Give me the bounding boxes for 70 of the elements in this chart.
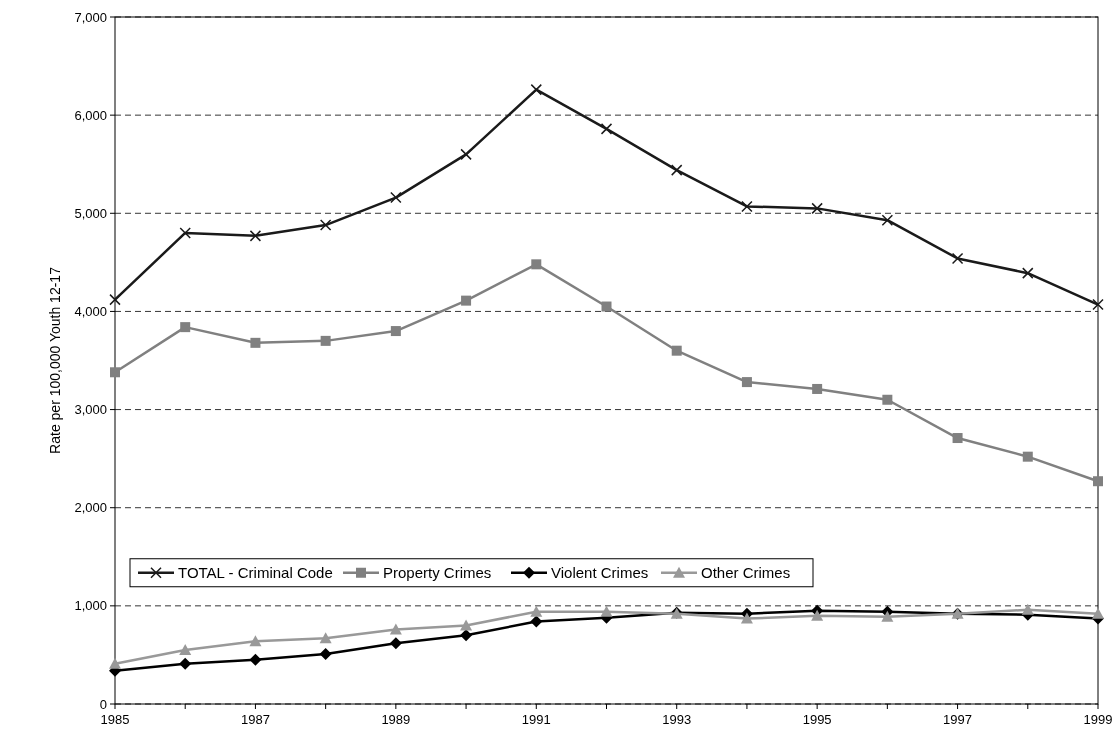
- point: [531, 259, 542, 270]
- point: [319, 219, 332, 231]
- y-tick-label: 1,000: [74, 598, 107, 614]
- point: [319, 632, 332, 644]
- legend-label: Violent Crimes: [551, 564, 649, 581]
- point: [110, 367, 120, 378]
- legend-label: TOTAL - Criminal Code: [178, 564, 333, 581]
- point: [812, 383, 823, 394]
- point: [671, 345, 682, 356]
- point: [249, 635, 262, 647]
- point: [811, 202, 823, 215]
- point: [1022, 267, 1034, 279]
- y-tick-label: 3,000: [74, 402, 107, 418]
- point: [600, 123, 613, 135]
- point: [1092, 607, 1104, 619]
- y-tick-label: 2,000: [74, 500, 107, 516]
- point: [881, 214, 894, 226]
- point: [179, 644, 192, 656]
- point: [389, 637, 402, 650]
- x-tick-label: 1993: [662, 712, 692, 727]
- point: [460, 629, 473, 642]
- y-axis-title: Rate per 100,000 Youth 12-17: [47, 266, 63, 454]
- point: [741, 377, 752, 388]
- x-tick-label: 1991: [521, 712, 551, 727]
- point: [461, 295, 472, 306]
- point: [179, 227, 191, 239]
- point: [600, 605, 613, 617]
- y-tick-label: 7,000: [74, 9, 107, 25]
- point: [740, 612, 753, 624]
- point: [390, 326, 401, 337]
- point: [882, 394, 893, 405]
- point: [249, 653, 262, 666]
- y-tick-label: 0: [99, 696, 107, 712]
- point: [952, 433, 963, 444]
- point: [1022, 451, 1033, 462]
- x-tick-label: 1985: [100, 712, 130, 727]
- point: [109, 293, 121, 306]
- legend-label: Other Crimes: [701, 564, 791, 581]
- point: [180, 322, 191, 333]
- point: [881, 610, 894, 622]
- x-tick-label: 1987: [240, 712, 270, 727]
- point: [1092, 298, 1104, 311]
- point: [530, 615, 543, 628]
- x-tick-label: 1995: [802, 712, 832, 727]
- point: [811, 609, 824, 621]
- point: [530, 605, 543, 617]
- legend-label: Property Crimes: [383, 564, 492, 581]
- point: [601, 301, 612, 312]
- point: [320, 335, 331, 346]
- point: [250, 337, 261, 348]
- y-tick-label: 4,000: [74, 303, 107, 319]
- point: [951, 252, 964, 265]
- point: [179, 657, 192, 670]
- y-tick-label: 5,000: [74, 205, 107, 221]
- x-tick-label: 1997: [943, 712, 973, 727]
- point: [390, 191, 402, 204]
- point: [741, 200, 753, 213]
- point: [319, 647, 332, 660]
- point: [109, 657, 121, 669]
- point: [460, 619, 473, 631]
- point: [249, 230, 262, 242]
- point: [530, 83, 543, 96]
- x-tick-label: 1999: [1083, 712, 1113, 727]
- point: [389, 623, 402, 635]
- point: [460, 148, 472, 161]
- point: [670, 164, 683, 176]
- y-tick-label: 6,000: [74, 107, 107, 123]
- point: [1021, 603, 1034, 615]
- x-tick-label: 1989: [381, 712, 411, 727]
- point: [1093, 476, 1103, 487]
